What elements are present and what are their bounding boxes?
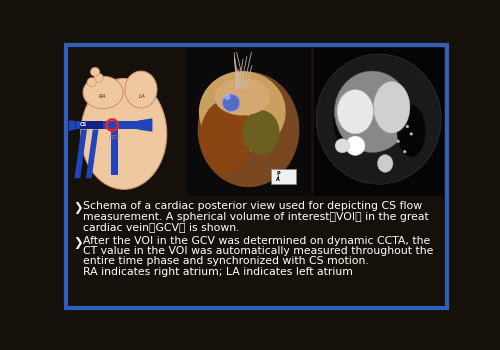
Circle shape xyxy=(410,132,413,135)
Ellipse shape xyxy=(125,71,157,108)
Text: cardiac vein（GCV） is shown.: cardiac vein（GCV） is shown. xyxy=(82,222,239,232)
Text: entire time phase and synchronized with CS motion.: entire time phase and synchronized with … xyxy=(82,257,368,266)
Ellipse shape xyxy=(87,78,96,86)
Circle shape xyxy=(335,139,349,153)
Polygon shape xyxy=(138,118,152,132)
Ellipse shape xyxy=(214,78,270,116)
Bar xyxy=(271,169,295,184)
Circle shape xyxy=(406,125,409,128)
Ellipse shape xyxy=(316,54,441,184)
Polygon shape xyxy=(68,121,75,131)
Text: RA: RA xyxy=(100,94,107,99)
Ellipse shape xyxy=(337,90,374,134)
Ellipse shape xyxy=(80,78,167,189)
Bar xyxy=(186,48,310,196)
Text: LA: LA xyxy=(138,94,145,99)
Text: P: P xyxy=(276,171,280,176)
Ellipse shape xyxy=(242,110,280,155)
Ellipse shape xyxy=(90,68,100,76)
Ellipse shape xyxy=(378,155,393,172)
Text: ❯: ❯ xyxy=(74,201,83,215)
Ellipse shape xyxy=(198,72,300,187)
Ellipse shape xyxy=(200,100,252,174)
Text: A: A xyxy=(276,177,280,182)
Ellipse shape xyxy=(199,71,286,152)
Text: measurement. A spherical volume of interest（VOI） in the great: measurement. A spherical volume of inter… xyxy=(82,212,428,222)
Polygon shape xyxy=(74,130,87,178)
Circle shape xyxy=(346,136,365,155)
Text: ❯: ❯ xyxy=(74,236,83,248)
Text: After the VOI in the GCV was determined on dynamic CCTA, the: After the VOI in the GCV was determined … xyxy=(82,236,430,246)
Text: CT value in the VOI was automatically measured throughout the: CT value in the VOI was automatically me… xyxy=(82,246,433,256)
Ellipse shape xyxy=(83,76,123,109)
Ellipse shape xyxy=(94,73,103,82)
Circle shape xyxy=(403,150,406,153)
Text: RA indicates right atrium; LA indicates left atrium: RA indicates right atrium; LA indicates … xyxy=(82,267,352,277)
Circle shape xyxy=(224,94,230,100)
Text: GCV: GCV xyxy=(108,135,120,140)
Circle shape xyxy=(396,140,400,143)
Bar xyxy=(112,130,117,175)
Bar xyxy=(314,48,444,196)
Ellipse shape xyxy=(333,100,359,144)
Circle shape xyxy=(222,94,240,112)
Text: CS: CS xyxy=(80,122,87,127)
Bar xyxy=(80,121,103,130)
Ellipse shape xyxy=(397,105,426,157)
Ellipse shape xyxy=(374,82,410,133)
Bar xyxy=(76,121,138,130)
Text: Schema of a cardiac posterior view used for depicting CS flow: Schema of a cardiac posterior view used … xyxy=(82,201,422,211)
Bar xyxy=(68,48,184,196)
Ellipse shape xyxy=(334,71,410,152)
Polygon shape xyxy=(86,130,99,178)
